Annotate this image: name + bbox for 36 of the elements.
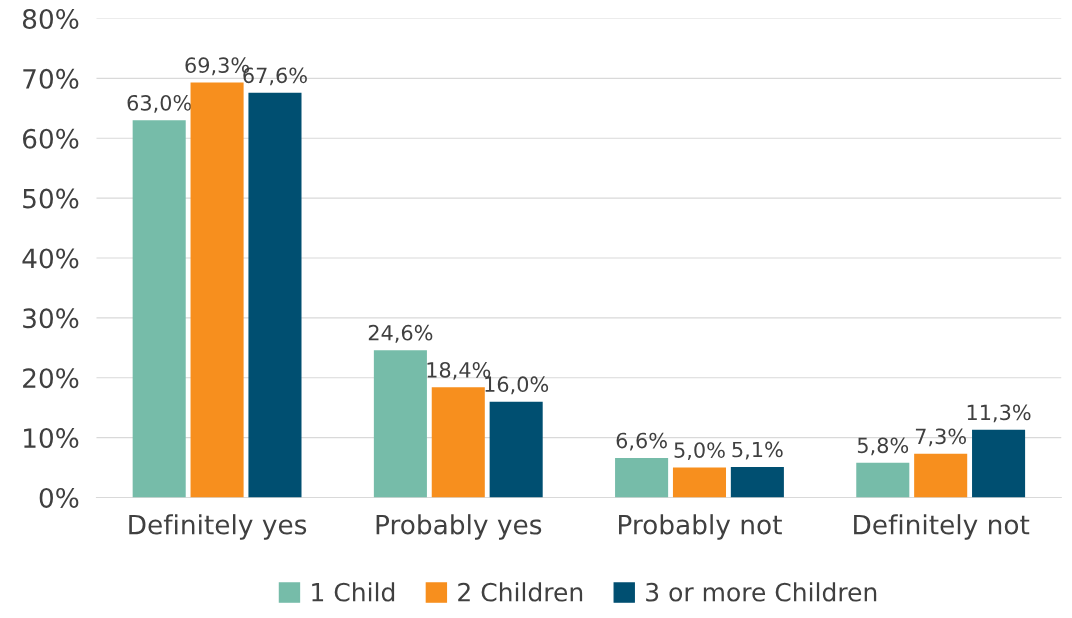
data-label: 24,6%	[368, 324, 433, 343]
data-label: 5,0%	[674, 442, 725, 461]
bar	[489, 401, 543, 498]
data-label: 63,0%	[127, 94, 192, 113]
bar	[132, 120, 186, 498]
bar	[914, 453, 968, 498]
bar	[248, 92, 302, 498]
bar	[431, 387, 485, 498]
bar	[730, 466, 784, 498]
legend-label: 1 Child	[312, 582, 395, 602]
bar	[373, 350, 427, 498]
y-tick-label: 20%	[23, 368, 79, 389]
bar	[672, 467, 727, 498]
y-tick-label: 40%	[22, 248, 79, 269]
data-label: 7,3%	[915, 428, 966, 447]
data-label: 5,8%	[857, 437, 909, 456]
y-tick-label: 0%	[39, 487, 79, 508]
x-tick-label: Probably not	[619, 514, 782, 540]
bar	[615, 457, 669, 498]
y-tick-label: 80%	[22, 8, 79, 29]
legend-label: 2 Children	[458, 582, 583, 602]
y-tick-label: 70%	[23, 68, 79, 89]
bar	[190, 82, 244, 498]
bar	[972, 429, 1026, 498]
y-tick-label: 60%	[23, 128, 79, 149]
x-tick-label: Probably yes	[376, 514, 542, 540]
y-tick-label: 30%	[23, 308, 79, 329]
data-label: 11,3%	[967, 404, 1031, 423]
data-label: 5,1%	[732, 441, 783, 460]
x-tick-label: Definitely not	[854, 514, 1030, 540]
y-tick-label: 10%	[24, 428, 79, 449]
bar	[856, 462, 910, 498]
data-label: 6,6%	[616, 432, 667, 451]
x-tick-label: Definitely yes	[129, 514, 307, 540]
y-tick-label: 50%	[23, 188, 79, 209]
legend-label: 3 or more Children	[646, 582, 877, 602]
